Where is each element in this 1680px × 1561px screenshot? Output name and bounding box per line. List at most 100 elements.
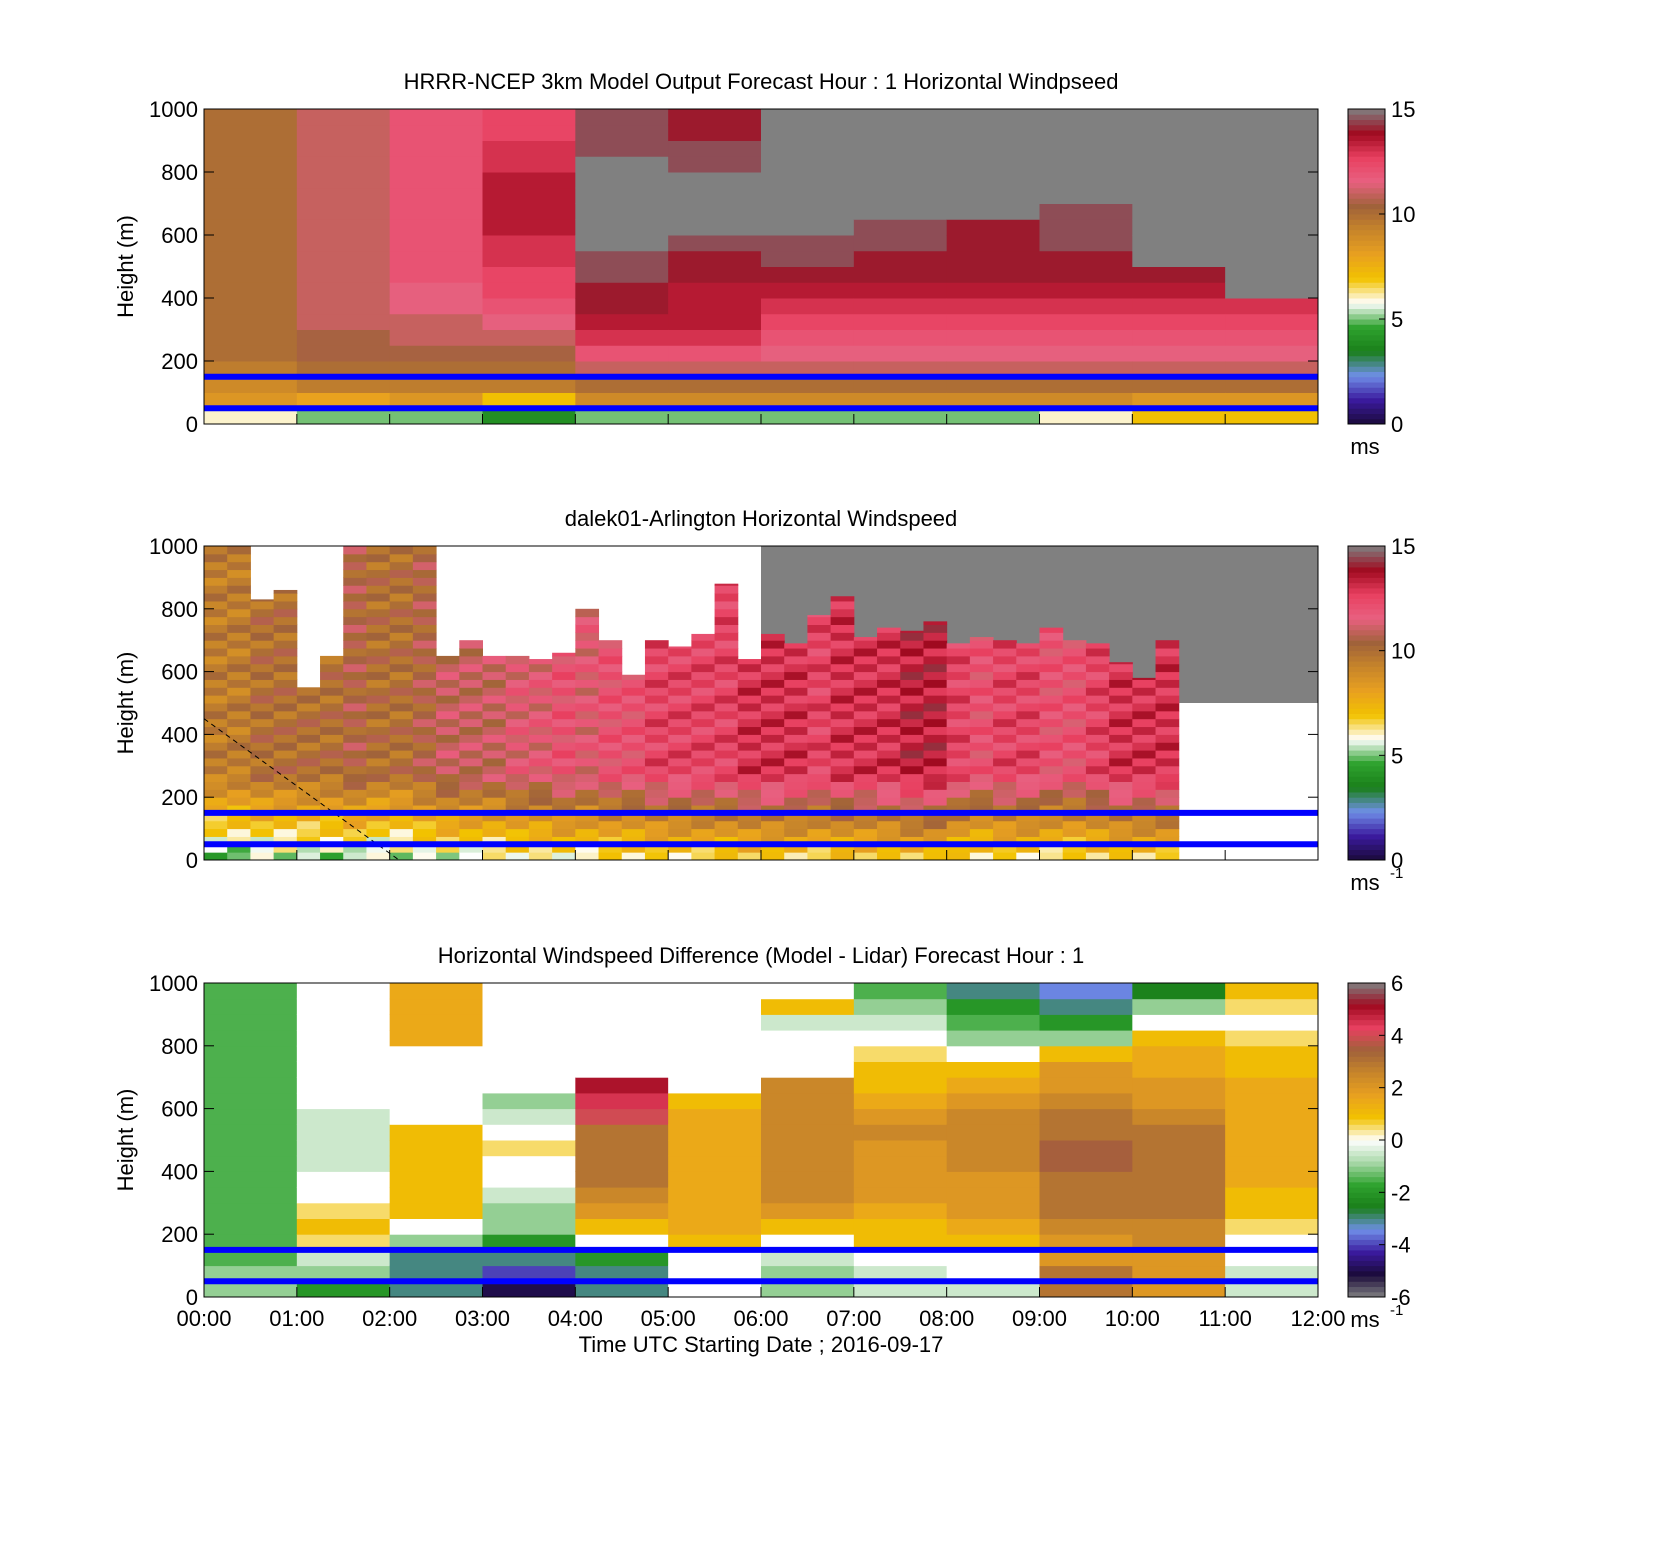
heatmap-cell [575,408,669,425]
heatmap-cell [575,1108,669,1125]
heatmap-cell [830,852,855,861]
heatmap-cell [691,663,716,673]
heatmap-cell [366,608,391,618]
heatmap-cell [1132,156,1226,173]
heatmap-cell [993,679,1017,688]
heatmap-cell [273,640,298,649]
colorbar-segment [1348,292,1385,299]
heatmap-cell [691,773,716,782]
heatmap-cell [1039,1124,1133,1141]
heatmap-cell [436,812,460,822]
heatmap-cell [227,765,251,775]
heatmap-cell [250,703,275,712]
heatmap-cell [204,250,298,267]
heatmap-cell [1132,781,1157,790]
heatmap-cell [621,820,646,830]
heatmap-cell [227,648,251,657]
heatmap-cell [946,1124,1040,1141]
heatmap-cell [668,789,692,798]
heatmap-cell [807,726,832,735]
heatmap-cell [204,757,228,767]
heatmap-cell [1039,1265,1133,1282]
heatmap-cell [412,679,437,688]
heatmap-cell [389,577,414,586]
heatmap-cell [250,632,275,641]
heatmap-cell [1039,655,1064,665]
heatmap-cell [204,805,228,814]
y-tick-label: 600 [161,1097,198,1122]
heatmap-cell [714,773,739,782]
heatmap-cell [204,1045,298,1062]
heatmap-cell [412,663,437,673]
heatmap-cell [761,844,785,853]
colorbar-segment [1348,655,1385,662]
heatmap-cell [621,797,646,806]
heatmap-cell [877,852,901,861]
heatmap-cell [807,773,832,782]
heatmap-cell [389,376,483,393]
colorbar-segment [1348,640,1385,646]
heatmap-cell [1039,750,1064,759]
heatmap-cell [714,789,739,798]
heatmap-cell [575,812,600,822]
heatmap-cell [528,726,553,735]
colorbar-segment [1348,624,1385,631]
heatmap-cell [528,797,553,806]
heatmap-cell [482,655,507,665]
colorbar-tick-label: 5 [1391,743,1403,768]
colorbar-segment [1348,1051,1385,1057]
heatmap-cell [366,695,391,704]
heatmap-cell [204,828,228,837]
heatmap-cell [877,820,901,830]
heatmap-cell [389,828,414,837]
heatmap-cell [946,757,971,767]
heatmap-cell [575,828,600,837]
heatmap-cell [250,742,275,751]
heatmap-cell [204,1249,298,1267]
heatmap-cells [204,546,1318,861]
heatmap-cell [1225,361,1319,378]
heatmap-cell [1132,203,1226,220]
heatmap-cell [1225,1249,1319,1267]
heatmap-cell [668,1265,762,1282]
heatmap-cell [830,703,855,712]
heatmap-cell [528,828,553,837]
heatmap-cell [250,608,275,618]
heatmap-cell [1109,671,1133,680]
heatmap-cell [273,593,298,602]
heatmap-cell [1016,805,1040,814]
colorbar-tick-label: 6 [1391,971,1403,996]
heatmap-cell [1225,219,1319,236]
heatmap-cell [552,828,576,837]
heatmap-cell [784,742,808,751]
heatmap-cell [877,655,901,665]
heatmap-cell [575,1281,669,1298]
colorbar-segment [1348,708,1385,714]
heatmap-cell [946,187,1040,204]
heatmap-cell [552,718,576,728]
heatmap-cell [1039,820,1064,830]
heatmap-cell [737,844,762,853]
heatmap-cell [482,852,507,861]
heatmap-cell [598,742,623,751]
heatmap-cell [366,648,391,657]
colorbar-segment [1348,203,1385,210]
heatmap-cell [250,710,275,720]
heatmap-cell [296,998,391,1015]
heatmap-cell [296,1155,391,1172]
heatmap-cell [668,679,692,688]
heatmap-cell [1016,789,1040,798]
heatmap-cell [737,789,762,798]
colorbar-segment [1348,124,1385,131]
heatmap-cell [389,703,414,712]
heatmap-cell [1155,836,1180,845]
heatmap-cell [227,593,251,602]
heatmap-cell [482,1171,576,1188]
heatmap-cell [900,844,924,853]
heatmap-cell [807,805,832,814]
heatmap-cell [761,1155,855,1172]
heatmap-cell [946,1249,1040,1267]
heatmap-cell [1039,1155,1133,1172]
heatmap-cell [575,187,669,204]
